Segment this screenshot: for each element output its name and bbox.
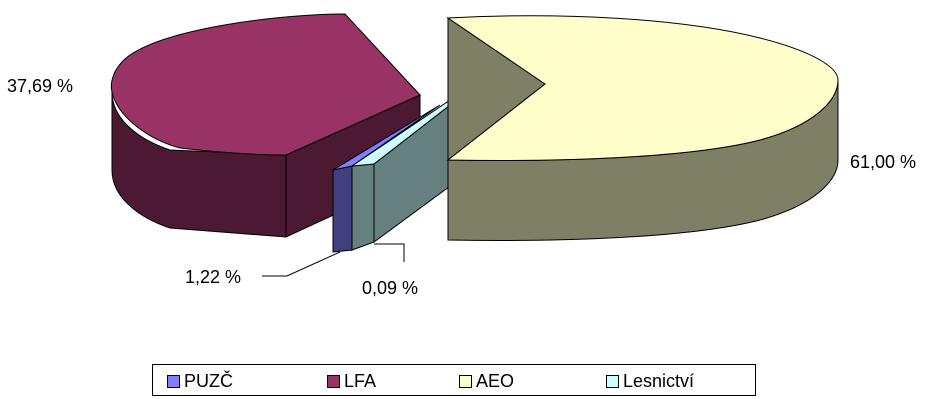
chart-legend: PUZČ LFA AEO Lesnictví: [152, 364, 756, 396]
legend-swatch-lesnictvi: [606, 374, 619, 388]
legend-label-lfa: LFA: [344, 370, 377, 391]
slice-puzc-top: [332, 104, 441, 171]
pie-chart: 37,69 % 61,00 % 1,22 % 0,09 %: [7, 13, 916, 298]
data-label-puzc: 1,22 %: [185, 267, 241, 287]
legend-item-puzc: PUZČ: [167, 370, 233, 392]
data-label-lfa: 37,69 %: [7, 76, 73, 96]
leader-line-lesnictvi: [374, 243, 405, 262]
legend-label-lesnictvi: Lesnictví: [623, 370, 695, 391]
legend-swatch-aeo: [459, 374, 472, 388]
slice-aeo-top: [446, 15, 839, 161]
legend-swatch-puzc: [167, 374, 180, 388]
data-label-aeo: 61,00 %: [850, 152, 916, 172]
legend-item-lesnictvi: Lesnictví: [606, 370, 694, 392]
slice-lesnictvi-front: [351, 163, 375, 251]
data-label-lesnictvi: 0,09 %: [362, 278, 418, 298]
legend-label-aeo: AEO: [476, 370, 515, 391]
slice-puzc-front: [332, 165, 353, 253]
legend-item-aeo: AEO: [459, 370, 514, 392]
leader-line-puzc: [262, 251, 341, 277]
legend-item-lfa: LFA: [327, 370, 376, 392]
legend-swatch-lfa: [327, 374, 340, 388]
legend-label-puzc: PUZČ: [184, 370, 233, 391]
slice-aeo: [446, 15, 839, 241]
slice-lfa-top: [110, 13, 421, 156]
